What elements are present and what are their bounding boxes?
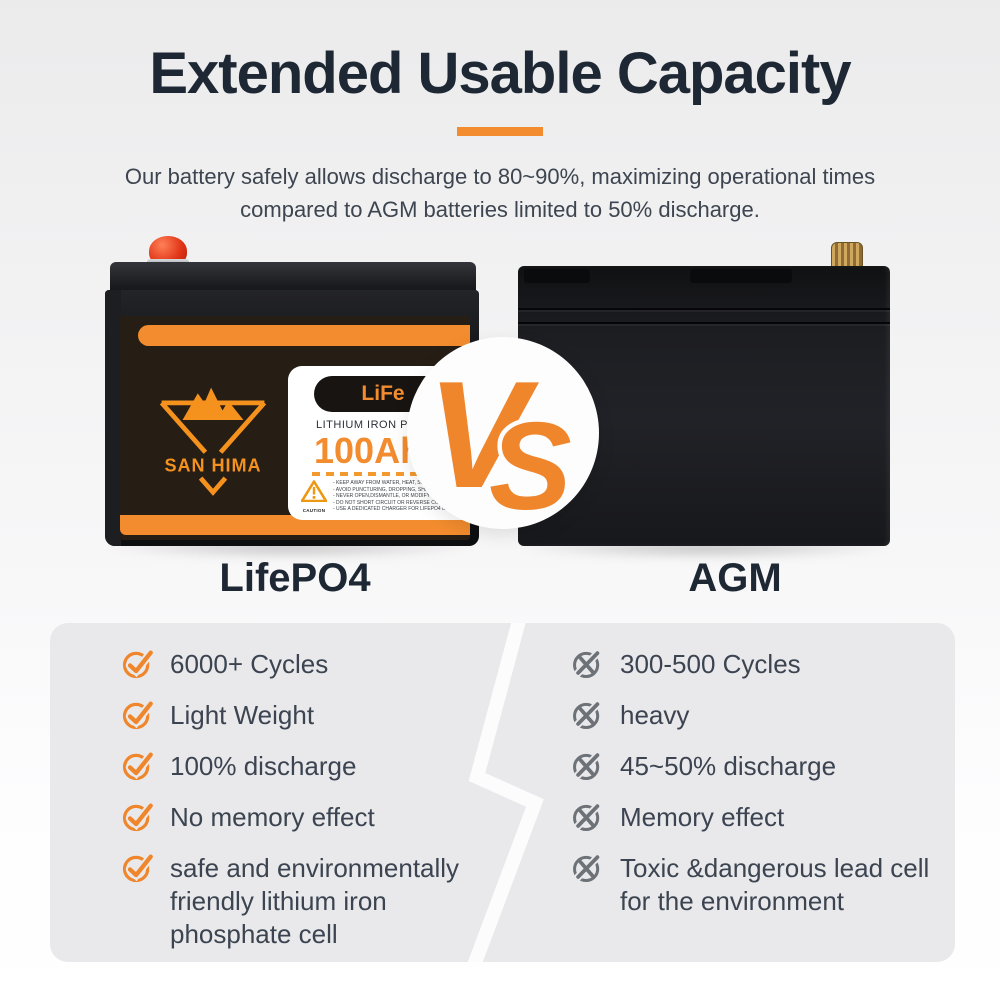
lifepo4-battery-side [105,290,121,546]
cross-circle-icon [573,853,602,883]
list-item: 100% discharge [122,750,487,783]
lid-handle-slot [524,269,590,283]
lifepo4-benefits-list: 6000+ Cycles Light Weight 100% discharge [122,648,487,969]
list-item: safe and environmentally friendly lithiu… [122,852,487,951]
list-item: 6000+ Cycles [122,648,487,681]
vs-letter-v: V [427,350,539,520]
list-item: Light Weight [122,699,487,732]
page-subtitle: Our battery safely allows discharge to 8… [50,160,950,226]
benefit-label: Light Weight [170,700,315,730]
drawback-label: heavy [620,700,690,730]
san-hima-logo: SAN HIMA [159,387,267,496]
vs-badge: V S [407,337,599,541]
caution-line: - AVOID PUNCTURING, DROPPING, SHAKING, [333,486,442,493]
check-circle-icon [122,852,154,883]
list-item: No memory effect [122,801,487,834]
drawback-label: Memory effect [620,802,785,832]
orange-stripe-top [138,325,470,346]
lifepo4-name-label: LifePO4 [219,556,371,600]
label-capacity: 100Ah [314,430,423,471]
caution-line: - USE A DEDICATED CHARGER FOR LIFEPO4 BA… [333,506,462,513]
brand-text: SAN HIMA [165,455,262,475]
subtitle-line-1: Our battery safely allows discharge to 8… [124,164,876,189]
subtitle-line-2: compared to AGM batteries limited to 50%… [240,197,760,222]
accent-divider [457,127,543,136]
check-circle-icon [122,801,154,832]
check-circle-icon [122,699,154,730]
check-circle-icon [122,750,154,781]
benefit-label: No memory effect [170,802,375,832]
list-item: Memory effect [572,801,932,834]
agm-drawbacks-list: 300-500 Cycles heavy 45~50% discharge [572,648,932,936]
agm-name-label: AGM [688,556,782,600]
label-type-line: LITHIUM IRON PH [316,419,417,431]
benefit-label: 100% discharge [170,751,357,781]
page-title: Extended Usable Capacity [149,41,851,106]
check-circle-icon [122,648,154,679]
label-dashed-divider [312,472,472,476]
list-item: 300-500 Cycles [572,648,932,681]
list-item: 45~50% discharge [572,750,932,783]
cross-circle-icon [573,802,602,832]
caution-line: - NEVER OPEN,DISMANTLE, OR MODIFY TH [333,493,438,500]
list-item: Toxic &dangerous lead cell for the envir… [572,852,932,918]
drawback-label: 45~50% discharge [620,751,837,781]
caution-block: CAUTION - KEEP AWAY FROM WATER, HEAT, SP… [300,480,476,513]
lid-ridge [518,308,890,310]
cross-circle-icon [573,700,602,730]
benefit-label: safe and environmentally friendly lithiu… [170,853,460,949]
warning-triangle-icon: CAUTION [300,480,328,513]
lid-ridge [518,322,890,324]
mountains-icon [182,387,244,420]
caution-lines: - KEEP AWAY FROM WATER, HEAT, SPA - AVOI… [333,480,476,513]
drawback-label: Toxic &dangerous lead cell for the envir… [620,853,930,916]
drawback-label: 300-500 Cycles [620,649,801,679]
caution-line: - DO NOT SHORT CIRCUIT OR REVERSE CONN. [333,499,448,506]
cross-circle-icon [573,751,602,781]
cross-circle-icon [573,649,602,679]
caution-label: CAUTION [302,508,326,513]
benefit-label: 6000+ Cycles [170,649,329,679]
vs-letter-s: S [489,398,572,529]
lid-handle-slot [690,269,792,283]
caution-line: - KEEP AWAY FROM WATER, HEAT, SPA [333,480,427,486]
orange-stripe-bottom [120,515,470,535]
list-item: heavy [572,699,932,732]
